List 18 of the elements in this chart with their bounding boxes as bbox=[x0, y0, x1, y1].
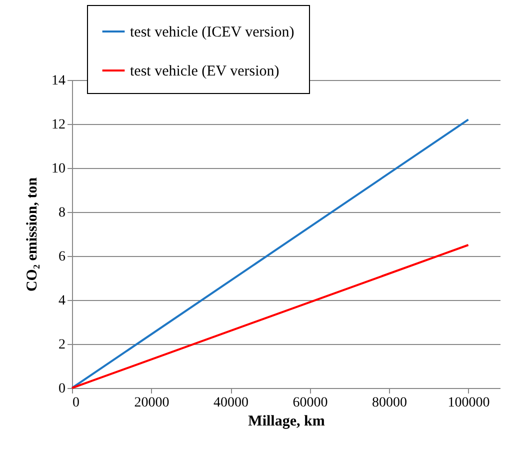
y-tick-label: 4 bbox=[58, 294, 66, 308]
y-tick-label: 12 bbox=[52, 118, 66, 132]
x-axis-title: Millage, km bbox=[248, 414, 326, 430]
y-tick-label: 10 bbox=[52, 162, 66, 176]
y-tick-label: 14 bbox=[52, 74, 66, 88]
y-tick-label: 2 bbox=[58, 338, 66, 352]
y-tick-label: 6 bbox=[58, 250, 66, 264]
y-tick-label: 0 bbox=[58, 382, 66, 396]
x-tick-label: 60000 bbox=[292, 396, 328, 410]
x-tick-label: 80000 bbox=[372, 396, 408, 410]
legend-label: test vehicle (EV version) bbox=[130, 64, 280, 80]
x-tick-label: 0 bbox=[72, 396, 80, 410]
x-tick-label: 20000 bbox=[134, 396, 170, 410]
y-axis-title: CO₂ emission, ton bbox=[24, 176, 40, 292]
x-tick-label: 40000 bbox=[214, 396, 249, 410]
y-tick-label: 8 bbox=[58, 206, 66, 220]
x-tick-label: 100000 bbox=[448, 396, 490, 410]
legend-label: test vehicle (ICEV version) bbox=[130, 24, 294, 40]
